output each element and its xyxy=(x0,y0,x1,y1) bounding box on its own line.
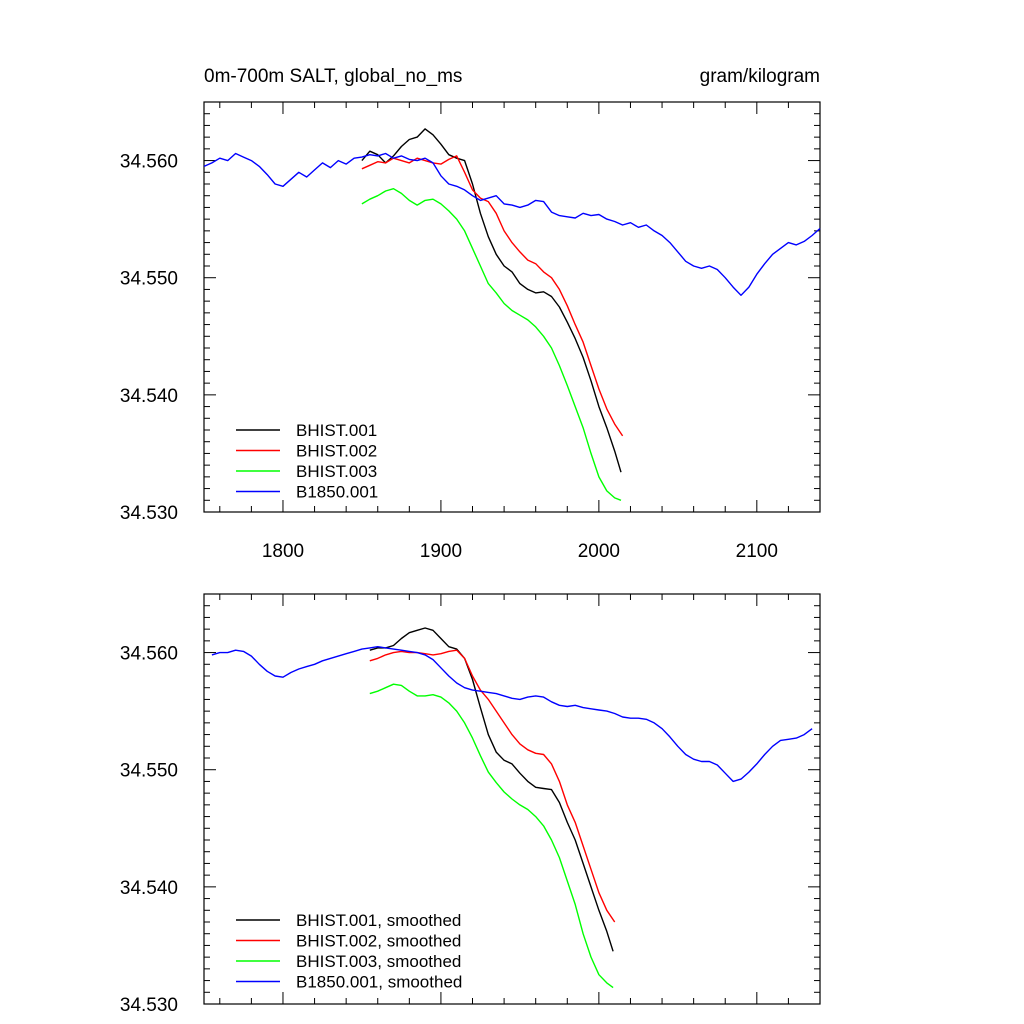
y-tick-label: 34.550 xyxy=(120,269,178,290)
chart-title: 0m-700m SALT, global_no_ms xyxy=(204,66,462,87)
y-tick-label: 34.550 xyxy=(120,761,178,782)
series-line-1 xyxy=(369,627,614,952)
units-label: gram/kilogram xyxy=(700,66,820,87)
y-tick-label: 34.530 xyxy=(120,995,178,1016)
top-plot-panel: 34.530 34.540 34.550 34.560 1800 1900 2000 2100… xyxy=(120,101,821,562)
legend-label: BHIST.001, smoothed xyxy=(296,911,461,930)
plot-frame xyxy=(203,593,821,1005)
bottom-plot-panel: 34.530 34.540 34.550 34.560 BHIST.001, smoot… xyxy=(120,593,821,1016)
series-line-3 xyxy=(369,683,614,989)
series-line-2 xyxy=(369,649,616,923)
legend-label: BHIST.001 xyxy=(296,421,377,440)
series-line-4 xyxy=(211,646,813,783)
legend-label: B1850.001, smoothed xyxy=(296,973,462,992)
legend-label: BHIST.003 xyxy=(296,462,377,481)
x-tick-label: 2000 xyxy=(578,541,620,562)
y-tick-label: 34.540 xyxy=(120,878,178,899)
series-line-2 xyxy=(361,155,624,437)
series-line-1 xyxy=(361,128,622,473)
y-tick-label: 34.540 xyxy=(120,386,178,407)
y-tick-label: 34.530 xyxy=(120,503,178,524)
series-line-3 xyxy=(361,188,622,501)
plot-frame xyxy=(203,101,821,513)
y-tick-label: 34.560 xyxy=(120,644,178,665)
series-line-4 xyxy=(203,152,821,296)
x-tick-label: 1800 xyxy=(262,541,304,562)
x-tick-label: 2100 xyxy=(736,541,778,562)
legend-label: B1850.001 xyxy=(296,483,378,502)
legend-label: BHIST.003, smoothed xyxy=(296,952,461,971)
x-tick-label: 1900 xyxy=(420,541,462,562)
y-tick-label: 34.560 xyxy=(120,152,178,173)
legend-label: BHIST.002 xyxy=(296,442,377,461)
legend-label: BHIST.002, smoothed xyxy=(296,932,461,951)
